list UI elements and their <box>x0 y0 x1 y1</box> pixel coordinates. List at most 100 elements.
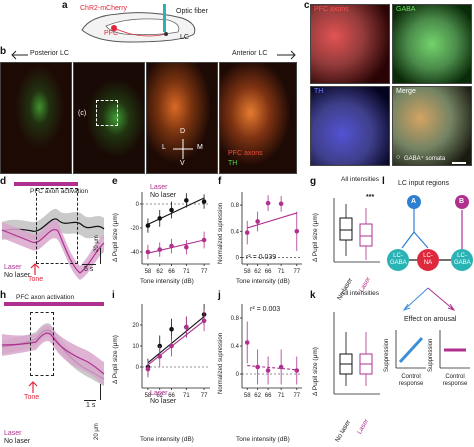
panel-e-letter: e <box>112 176 118 187</box>
point-series-j <box>244 340 250 345</box>
pfc-axons-tile-image <box>310 4 390 84</box>
ytick-label-j: 0.4 <box>231 344 240 350</box>
point-series-j <box>278 364 284 370</box>
point-laser-i <box>169 343 174 349</box>
node-lc-na-label: LC- NA <box>423 253 433 266</box>
xtick-label-e: 62 <box>156 269 163 275</box>
ytick-label-f: 0.4 <box>231 229 240 235</box>
time-scale-label-d: 5 s <box>84 266 94 273</box>
tone-arrow-icon-d <box>30 263 40 275</box>
ylabel-e: Δ Pupil size (μm) <box>112 213 119 262</box>
merge-tile-image <box>392 86 472 166</box>
inset-marker-label: (c) <box>78 110 87 117</box>
panel-i-letter: i <box>112 290 115 301</box>
xlabel-j: Tone intensity (dB) <box>236 436 290 443</box>
point-series-f <box>244 230 250 235</box>
panel-c-letter: c <box>304 0 310 11</box>
size-scale-bar-d <box>100 248 101 264</box>
somata-label: GABA⁺ somata <box>404 156 446 162</box>
point-no-laser-i <box>169 326 174 332</box>
fit-line-series-j <box>247 365 297 371</box>
xtick-label-f: 71 <box>278 269 285 275</box>
xtick-label-f: 62 <box>254 269 261 275</box>
node-lc-gaba-left-icon <box>387 249 409 271</box>
point-laser-i <box>184 324 189 330</box>
point-series-j <box>265 368 271 373</box>
projection-line <box>113 27 167 37</box>
circuit-diagram <box>387 195 473 271</box>
laser-label-h: Laser <box>4 430 22 437</box>
chart-i: 0 10 20 58 62 66 71 77 <box>132 304 210 399</box>
point-laser-i <box>157 354 163 359</box>
orientation-cross-icon <box>173 139 193 159</box>
suppression-plot-right <box>439 330 470 369</box>
node-lc-na-icon <box>417 249 439 271</box>
tile-merge-label: Merge <box>396 88 416 95</box>
point-no-laser-e <box>145 223 151 228</box>
fit-line-laser-e <box>147 239 205 254</box>
size-scale-label-h: 20 μm <box>94 423 100 440</box>
ytick-label-f: 0.8 <box>231 203 240 209</box>
panel-a-mouse-diagram <box>81 4 196 43</box>
fit-line-no-laser-e <box>147 197 205 225</box>
cat-nolaser-k: No laser <box>334 419 353 444</box>
size-scale-label-d: 20 μm <box>94 235 100 252</box>
ylabel-g: Δ Pupil size (μm) <box>312 213 319 262</box>
th-tile-image <box>310 86 390 166</box>
axis-m-label: M <box>197 144 203 151</box>
xtick-label-e: 71 <box>183 269 190 275</box>
ylabel-left-l: Suppression <box>384 338 390 372</box>
laser-legend-e: Laser <box>150 184 168 191</box>
xtick-label-i: 62 <box>156 393 163 399</box>
posterior-lc-label: Posterior LC <box>30 50 69 57</box>
chart-e: -40 -20 0 58 62 66 71 77 <box>130 192 210 275</box>
brain-outline <box>105 18 180 36</box>
title-g: All intensities <box>341 176 379 183</box>
size-scale-bar-h <box>100 384 101 400</box>
ytick-label-j: 0.8 <box>231 316 240 322</box>
anterior-arrow-icon <box>277 50 296 60</box>
chart-j: 0 0.4 0.8 58 62 66 71 77 <box>231 304 302 399</box>
laser-legend-i: Laser <box>150 390 168 397</box>
lc-section-posterior-image <box>0 62 72 174</box>
node-lc-gaba-right-label: LC- GABA <box>454 253 471 266</box>
xtick-label-e: 77 <box>201 269 208 275</box>
point-laser-e <box>157 247 163 252</box>
xtick-label-j: 71 <box>278 393 285 399</box>
pfc-activation-bar-d <box>14 182 78 186</box>
nolaser-line-d <box>1 218 105 232</box>
legend-th: TH <box>228 160 238 167</box>
tone-label-d: Tone <box>28 276 44 283</box>
panel-a-fiber-label: Optic fiber <box>176 8 208 15</box>
optic-fiber-icon <box>163 4 166 32</box>
lc-input-title: LC input regions <box>398 180 449 187</box>
ytick-label-i: 10 <box>132 344 139 350</box>
node-b-label: B <box>459 198 465 205</box>
point-laser-e <box>201 237 207 243</box>
panel-g-letter: g <box>310 176 317 187</box>
boxplot-g <box>333 198 380 263</box>
time-scale-bar-d <box>82 264 96 265</box>
posterior-arrow-icon <box>11 50 28 60</box>
effect-label: Effect on arousal <box>404 316 457 323</box>
boxplot-k <box>333 312 380 395</box>
xtick-label-i: 66 <box>168 393 175 399</box>
inset-marker-box <box>96 100 118 126</box>
pfc-activation-label-h: PFC axon activation <box>16 294 75 301</box>
laser-line-h <box>1 332 105 375</box>
ytick-label-e: 0 <box>136 202 140 208</box>
panel-b-letter: b <box>0 46 7 57</box>
point-laser-i <box>145 366 151 372</box>
panel-a-region-label: PFC <box>104 30 118 37</box>
tone-window-h <box>30 312 54 376</box>
xtick-label-j: 66 <box>265 393 272 399</box>
panel-j-letter: j <box>218 290 221 301</box>
stat-j: r² = 0.003 <box>250 306 281 313</box>
tone-window-d <box>36 188 78 264</box>
node-lc-gaba-left-label: LC- GABA <box>390 253 407 266</box>
gaba-tile-image <box>392 4 472 84</box>
nolaser-legend-i: No laser <box>150 398 177 405</box>
xtick-label-f: 66 <box>265 269 272 275</box>
cat-laser-k: Laser <box>356 417 371 436</box>
stat-f: r² = 0.039 <box>246 254 277 261</box>
